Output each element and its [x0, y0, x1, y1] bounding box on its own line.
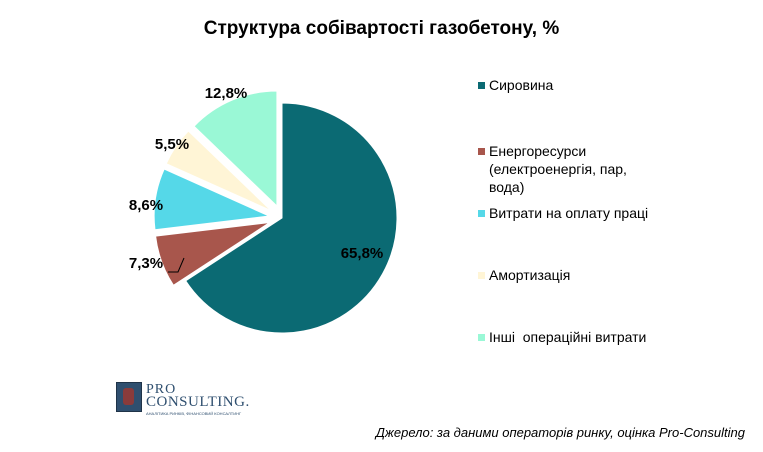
logo-tagline: АНАЛІТИКА РИНКІВ, ФІНАНСОВИЙ КОНСАЛТИНГ — [146, 411, 242, 416]
chart-title: Структура собівартості газобетону, % — [203, 18, 560, 39]
data-label: 65,8% — [341, 245, 384, 262]
logo-emblem — [116, 382, 142, 412]
legend-item-labor: Витрати на оплату праці — [478, 204, 689, 222]
data-label: 12,8% — [205, 85, 248, 102]
legend-swatch — [478, 272, 485, 279]
pie-slice — [155, 221, 271, 286]
pie-slice — [165, 130, 272, 212]
legend-item-depreciation: Амортизація — [478, 266, 689, 284]
legend-label: Інші операційні витрати — [489, 329, 647, 345]
leader-line — [168, 257, 185, 273]
source-note: Джерело: за даними операторів ринку, оці… — [375, 425, 745, 440]
legend-label: Амортизація — [489, 267, 571, 283]
pie-slice — [184, 102, 398, 334]
legend-label: Енергоресурси (електроенергія, пар, вода… — [489, 143, 627, 195]
data-label: 7,3% — [129, 255, 163, 272]
legend-swatch — [478, 148, 485, 155]
data-label: 8,6% — [129, 197, 163, 214]
data-label: 5,5% — [155, 136, 189, 153]
legend-item-other: Інші операційні витрати — [478, 328, 689, 346]
legend-swatch — [478, 334, 485, 341]
pie-slice — [153, 168, 272, 231]
pie-slice — [193, 90, 278, 208]
legend-label: Витрати на оплату праці — [489, 205, 649, 221]
legend-swatch — [478, 210, 485, 217]
legend-item-energy: Енергоресурси (електроенергія, пар, вода… — [478, 142, 664, 196]
legend-swatch — [478, 82, 485, 89]
logo-consulting-text: CONSULTING. — [146, 394, 250, 410]
logo-pro-text: PRO — [146, 382, 177, 397]
pro-consulting-logo: PRO CONSULTING. АНАЛІТИКА РИНКІВ, ФІНАНС… — [116, 382, 266, 416]
legend-label: Сировина — [489, 77, 554, 93]
legend-item-raw-materials: Сировина — [478, 76, 689, 94]
